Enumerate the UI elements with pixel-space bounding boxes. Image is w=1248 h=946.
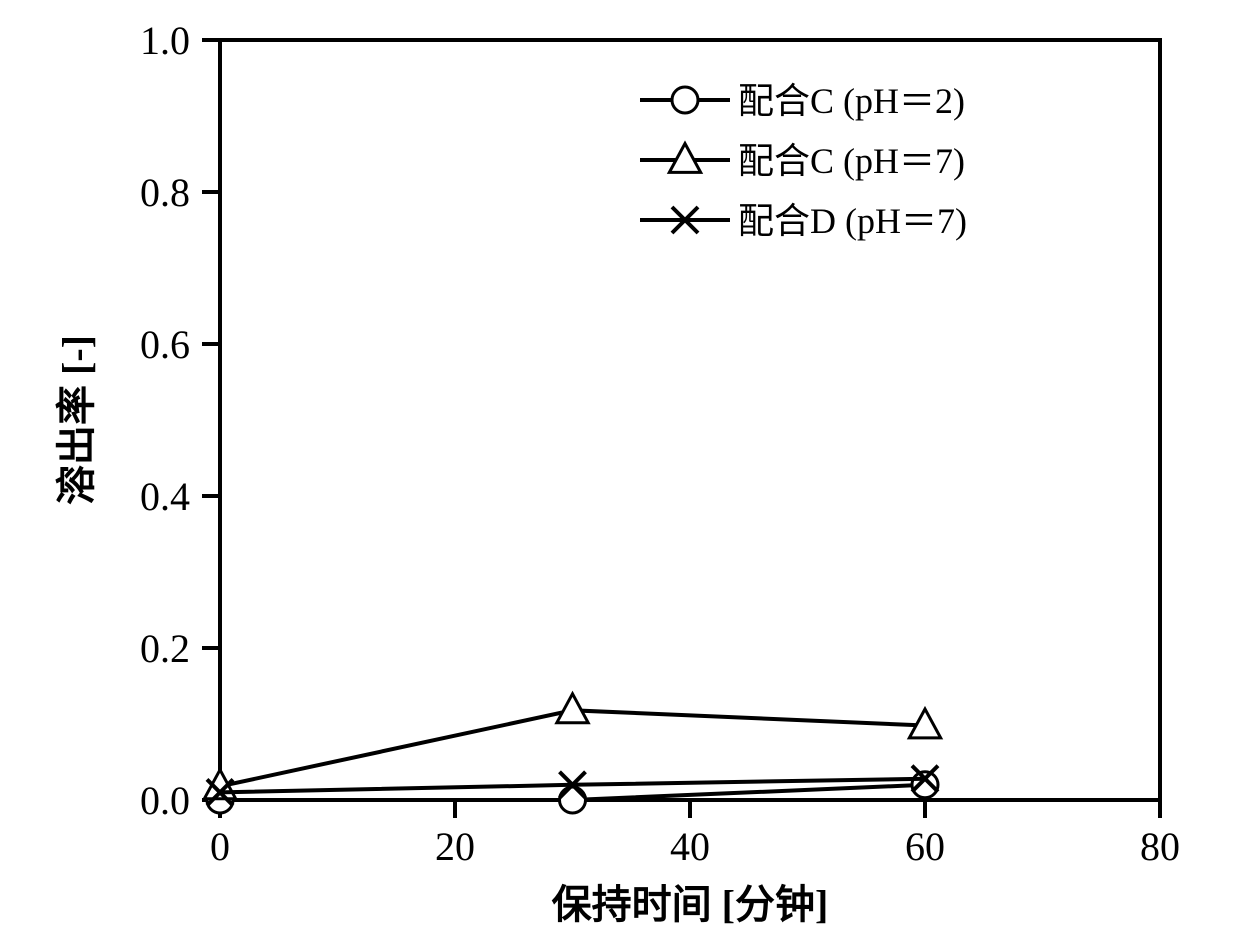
dissolution-chart: 0 20 40 60 80 0.0 0.2 0.4 0.6 0.8 1.0 保持时间 [分钟] 溶出率 …	[0, 0, 1248, 946]
y-tick-label: 0.6	[140, 322, 190, 367]
y-tick-label: 1.0	[140, 18, 190, 63]
y-axis-label: 溶出率 [-]	[54, 335, 99, 505]
legend-label: 配合C (pH＝7)	[738, 141, 965, 181]
x-tick-label: 80	[1140, 824, 1180, 869]
x-tick-label: 60	[905, 824, 945, 869]
legend-label: 配合D (pH＝7)	[738, 201, 967, 241]
y-tick-label: 0.8	[140, 170, 190, 215]
x-axis-label: 保持时间 [分钟]	[552, 882, 829, 927]
y-tick-label: 0.0	[140, 778, 190, 823]
x-tick-label: 20	[435, 824, 475, 869]
legend-label: 配合C (pH＝2)	[738, 81, 965, 121]
x-tick-label: 0	[210, 824, 230, 869]
marker-circle	[912, 772, 938, 798]
x-tick-label: 40	[670, 824, 710, 869]
marker-circle	[560, 787, 586, 813]
y-tick-label: 0.4	[140, 474, 190, 519]
y-tick-label: 0.2	[140, 626, 190, 671]
marker-circle	[672, 87, 698, 113]
